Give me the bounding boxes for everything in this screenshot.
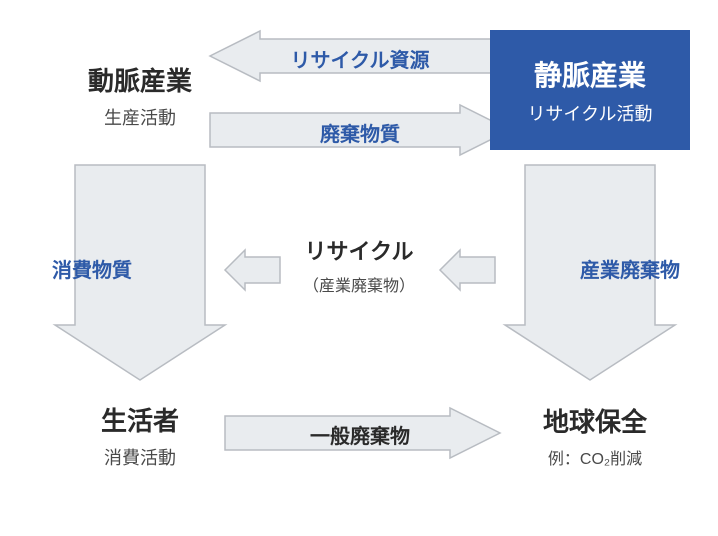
node-subtitle: （産業廃棄物）	[303, 272, 415, 296]
node-earth-conservation: 地球保全 例：CO₂削減	[510, 395, 680, 475]
label-waste-material: 廃棄物質	[300, 118, 420, 147]
node-subtitle: 生産活動	[104, 104, 176, 130]
node-consumers: 生活者 消費活動	[60, 395, 220, 475]
node-subtitle: リサイクル活動	[527, 100, 652, 126]
node-title: リサイクル	[305, 234, 414, 266]
node-title: 生活者	[101, 401, 179, 438]
node-title: 動脈産業	[88, 61, 192, 98]
node-subtitle: 消費活動	[104, 444, 176, 470]
node-arterial-industry: 動脈産業 生産活動	[60, 55, 220, 135]
node-title: 静脈産業	[534, 54, 646, 94]
label-recycle-resource: リサイクル資源	[260, 44, 460, 73]
node-title: 地球保全	[543, 402, 647, 439]
node-subtitle: 例：CO₂削減	[548, 445, 642, 469]
label-general-waste: 一般廃棄物	[300, 420, 420, 449]
diagram-stage: 動脈産業 生産活動 静脈産業 リサイクル活動 リサイクル （産業廃棄物） 生活者…	[0, 0, 718, 536]
label-industrial-waste: 産業廃棄物	[560, 254, 700, 283]
label-consumer-goods: 消費物質	[32, 254, 152, 283]
node-venous-industry: 静脈産業 リサイクル活動	[490, 30, 690, 150]
node-recycle-center: リサイクル （産業廃棄物）	[269, 225, 449, 305]
